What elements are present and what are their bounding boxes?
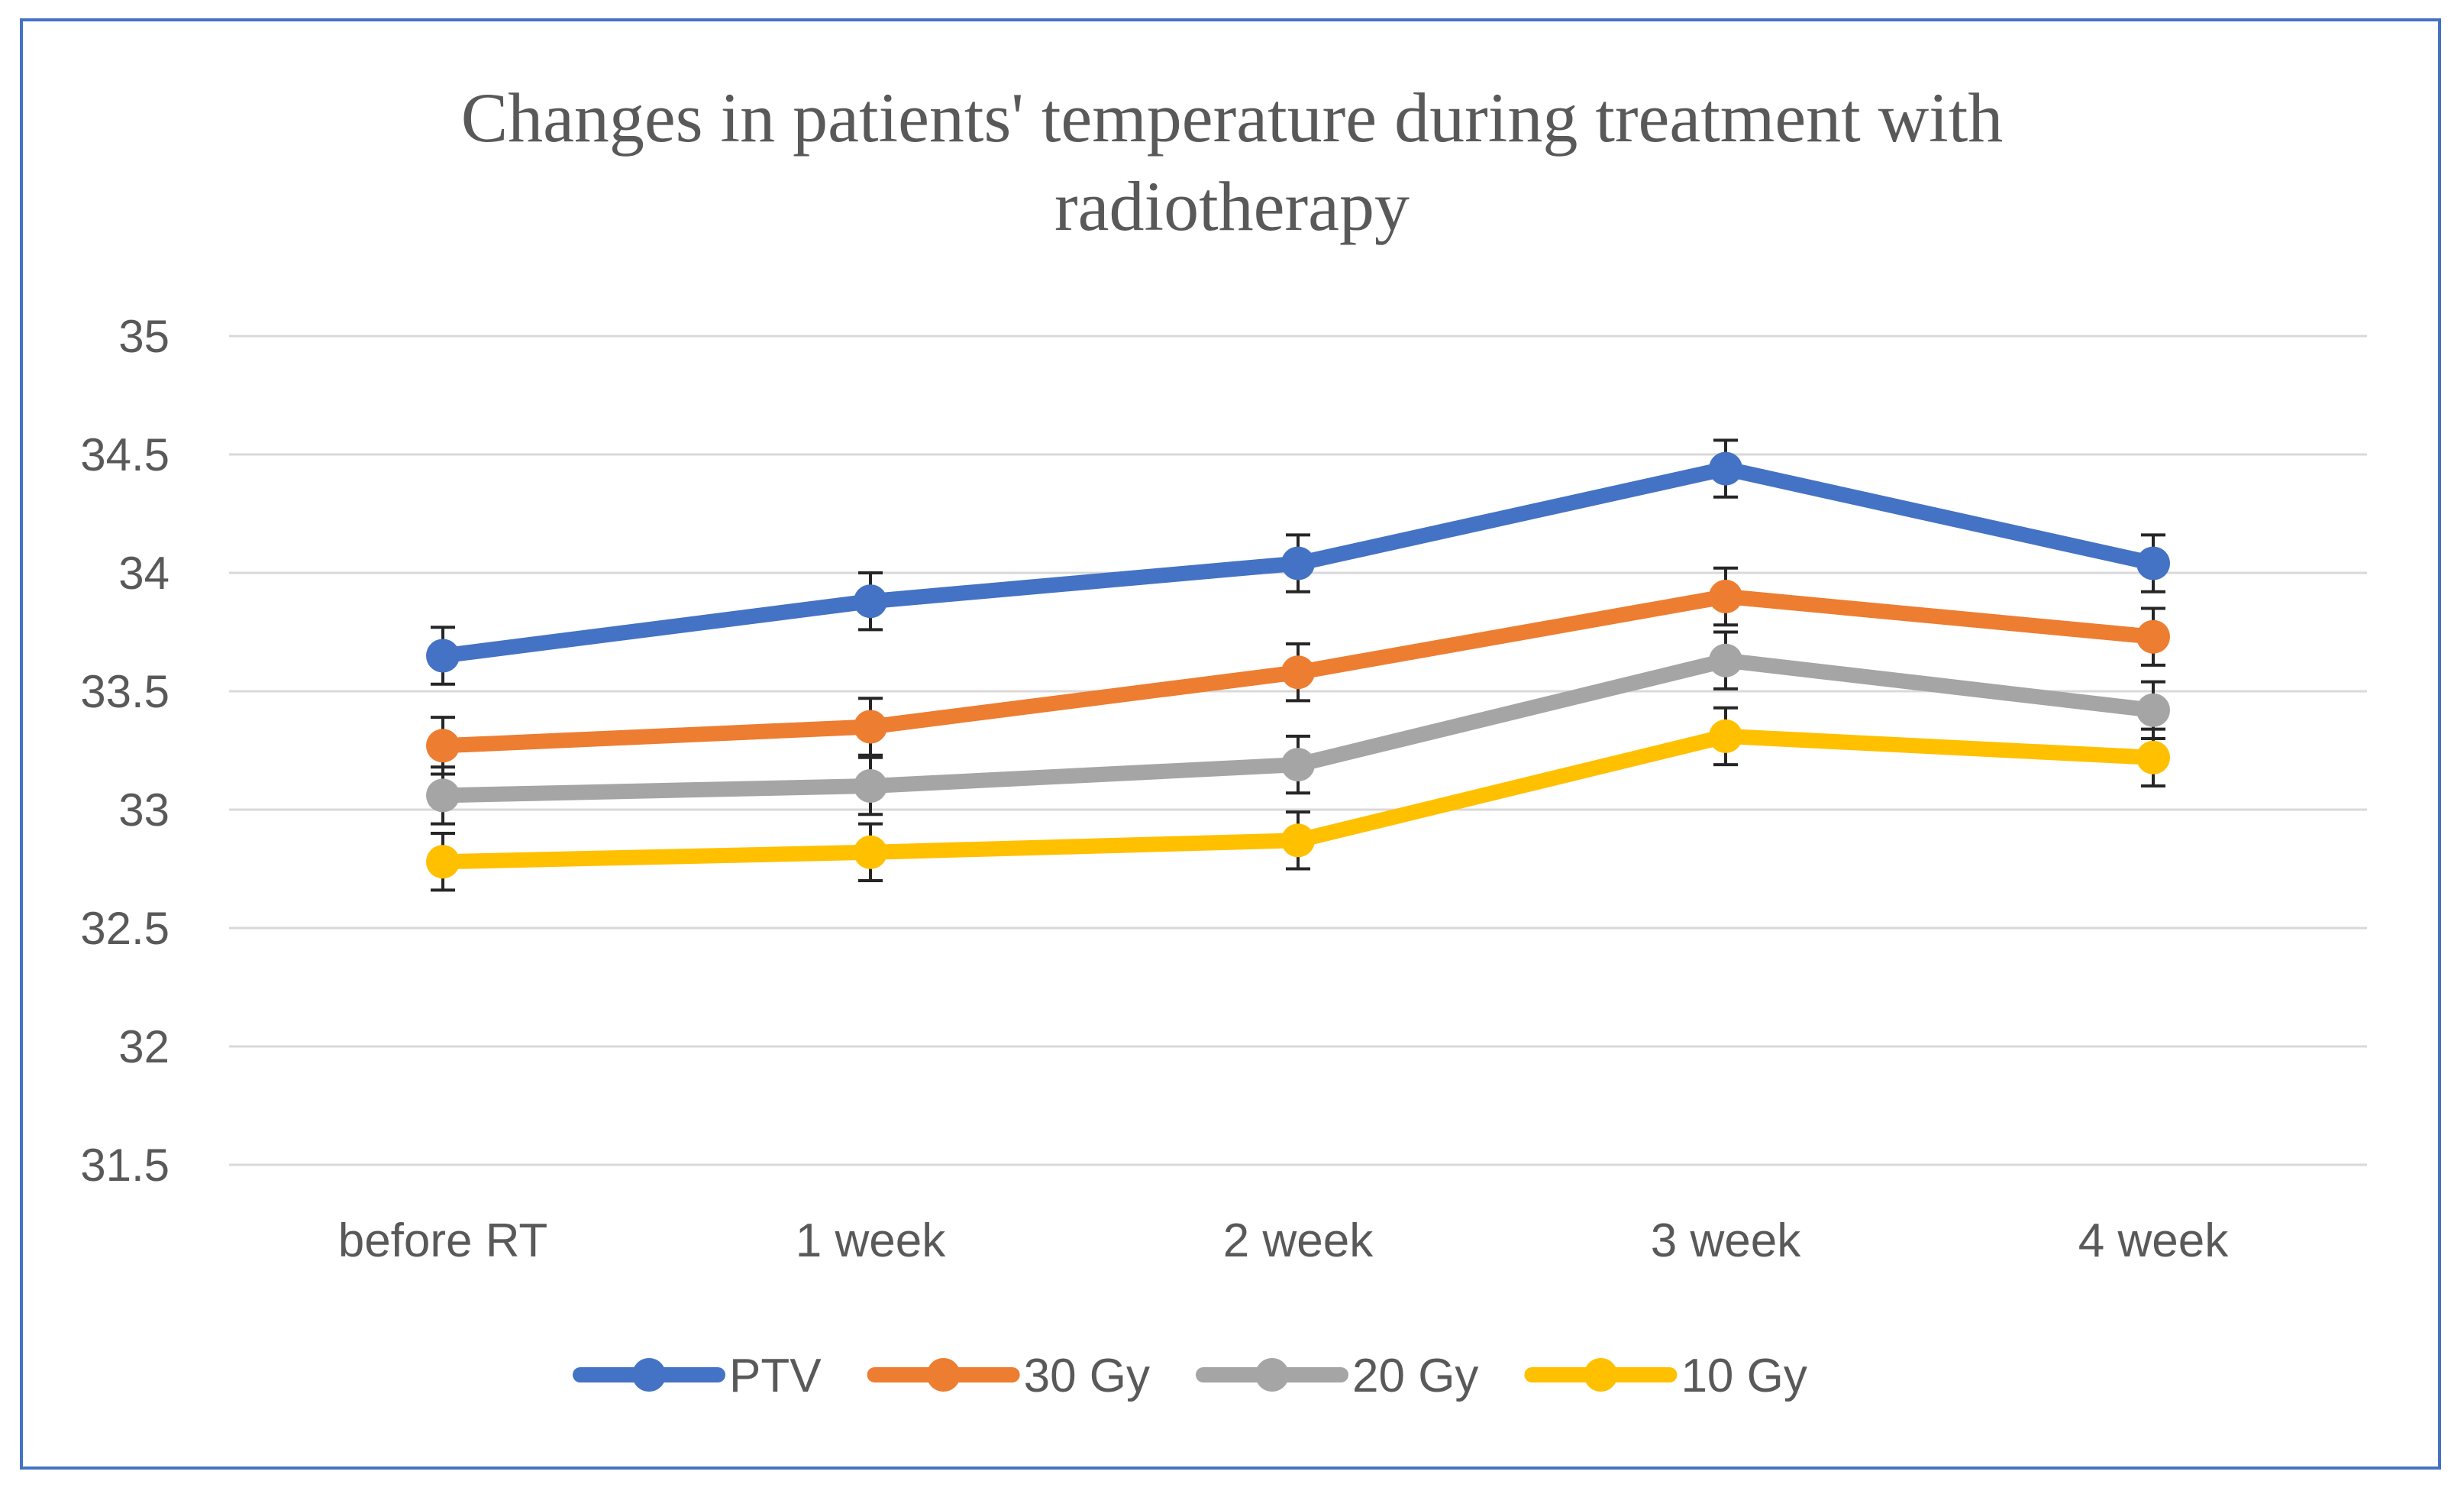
data-point bbox=[1281, 748, 1315, 782]
data-point bbox=[426, 639, 460, 673]
legend-item: 10 Gy bbox=[1524, 1350, 1807, 1402]
chart-title-line-2: radiotherapy bbox=[1054, 167, 1410, 245]
data-point bbox=[854, 835, 887, 869]
y-tick-label: 34.5 bbox=[80, 429, 170, 480]
data-point bbox=[854, 584, 887, 619]
x-tick-label: 3 week bbox=[1651, 1214, 1801, 1267]
y-tick-label: 33.5 bbox=[80, 666, 170, 717]
data-point bbox=[426, 729, 460, 763]
y-tick-label: 35 bbox=[118, 311, 170, 362]
legend-swatch-marker bbox=[632, 1358, 666, 1392]
x-tick-label: 2 week bbox=[1223, 1214, 1374, 1267]
data-point bbox=[2136, 740, 2170, 774]
data-point bbox=[1709, 643, 1742, 677]
legend-label: 10 Gy bbox=[1681, 1350, 1807, 1402]
y-tick-label: 34 bbox=[118, 548, 170, 599]
y-tick-label: 33 bbox=[118, 784, 170, 836]
data-point bbox=[1709, 719, 1742, 753]
gridlines bbox=[229, 335, 2367, 1166]
series-group bbox=[426, 438, 2170, 686]
y-axis-tick-labels: 31.5 32 32.5 33 33.5 34 34.5 35 bbox=[80, 311, 170, 1191]
data-point bbox=[1709, 451, 1742, 486]
legend-item: PTV bbox=[573, 1350, 822, 1402]
data-point bbox=[1281, 546, 1315, 580]
legend-item: 30 Gy bbox=[867, 1350, 1150, 1402]
x-tick-label: before RT bbox=[338, 1214, 548, 1267]
series-group bbox=[426, 706, 2170, 892]
x-axis-tick-labels: before RT 1 week 2 week 3 week 4 week bbox=[338, 1214, 2229, 1267]
y-tick-label: 32 bbox=[118, 1021, 170, 1072]
legend-swatch-marker bbox=[1255, 1358, 1290, 1392]
legend-label: 30 Gy bbox=[1024, 1350, 1150, 1402]
series-lines bbox=[426, 438, 2170, 892]
y-tick-label: 32.5 bbox=[80, 903, 170, 954]
data-point bbox=[426, 845, 460, 879]
legend-swatch-marker bbox=[1584, 1358, 1618, 1392]
data-point bbox=[1281, 655, 1315, 690]
data-point bbox=[854, 769, 887, 803]
y-tick-label: 31.5 bbox=[80, 1140, 170, 1191]
chart-frame bbox=[20, 18, 2441, 1470]
x-tick-label: 1 week bbox=[796, 1214, 946, 1267]
legend-label: 20 Gy bbox=[1352, 1350, 1478, 1402]
legend-item: 20 Gy bbox=[1196, 1350, 1478, 1402]
chart-title-line-1: Changes in patients' temperature during … bbox=[460, 79, 2004, 157]
legend-swatch-marker bbox=[926, 1358, 961, 1392]
data-point bbox=[1709, 580, 1742, 613]
legend-label: PTV bbox=[729, 1350, 822, 1402]
data-point bbox=[2136, 693, 2170, 727]
legend: PTV 30 Gy 20 Gy 10 Gy bbox=[573, 1350, 1807, 1402]
data-point bbox=[1281, 823, 1315, 858]
data-point bbox=[2136, 546, 2170, 580]
series-group bbox=[426, 566, 2170, 776]
x-tick-label: 4 week bbox=[2078, 1214, 2229, 1267]
data-point bbox=[426, 778, 460, 813]
data-point bbox=[2136, 619, 2170, 654]
data-point bbox=[854, 710, 887, 744]
chart-title: Changes in patients' temperature during … bbox=[0, 73, 2464, 251]
